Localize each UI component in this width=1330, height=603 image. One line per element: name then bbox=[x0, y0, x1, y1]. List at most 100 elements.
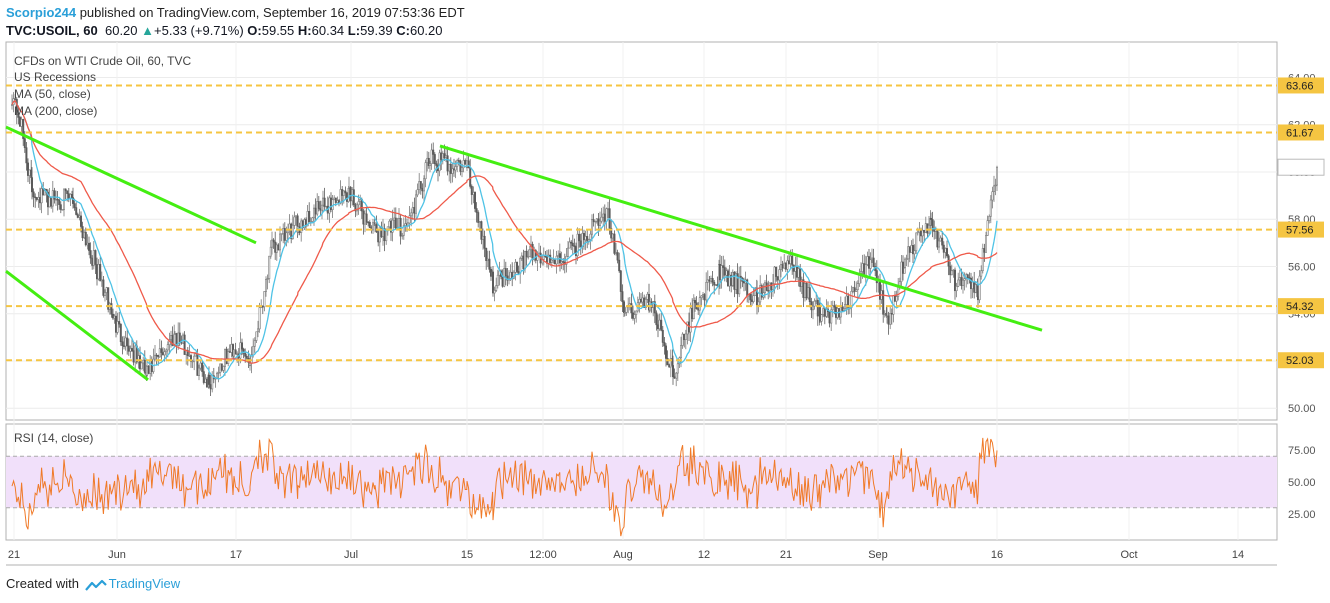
candle-body bbox=[157, 355, 160, 358]
candle-body bbox=[51, 190, 54, 207]
candle-body bbox=[190, 355, 193, 362]
candle-body bbox=[568, 241, 571, 249]
candle-body bbox=[349, 186, 352, 202]
candle-body bbox=[638, 299, 641, 303]
candle-body bbox=[693, 300, 696, 304]
candle-body bbox=[845, 295, 848, 305]
level-price-tag bbox=[1278, 77, 1324, 94]
time-tick-label: Sep bbox=[868, 549, 888, 561]
candle-body bbox=[776, 276, 779, 281]
candle-body bbox=[154, 354, 157, 360]
candle-body bbox=[333, 197, 336, 201]
time-tick-label: Aug bbox=[613, 549, 633, 561]
candle-body bbox=[528, 249, 531, 257]
candle-body bbox=[92, 250, 95, 266]
candle-body bbox=[186, 350, 189, 356]
candle-body bbox=[976, 296, 979, 301]
candle-body bbox=[388, 220, 391, 228]
candle-body bbox=[64, 188, 67, 192]
candle-body bbox=[961, 279, 964, 286]
candle-body bbox=[633, 314, 636, 319]
candle-body bbox=[272, 239, 275, 243]
candle-body bbox=[644, 299, 647, 309]
candle-body bbox=[803, 282, 806, 298]
candle-body bbox=[671, 365, 674, 378]
candle-body bbox=[937, 240, 940, 248]
candle-body bbox=[830, 309, 833, 324]
candle-body bbox=[408, 215, 411, 224]
candle-body bbox=[239, 342, 242, 359]
candle-body bbox=[905, 258, 908, 260]
candle-body bbox=[414, 194, 417, 214]
author-link[interactable]: Scorpio244 bbox=[6, 5, 77, 20]
candle-body bbox=[352, 189, 355, 206]
candle-body bbox=[614, 252, 617, 254]
rsi-tick-label: 25.00 bbox=[1288, 509, 1316, 521]
tradingview-brand[interactable]: TradingView bbox=[108, 576, 181, 591]
candle-body bbox=[984, 235, 987, 253]
candle-body bbox=[467, 160, 470, 169]
candle-body bbox=[263, 291, 266, 308]
candle-body bbox=[196, 353, 199, 376]
time-tick-label: 12 bbox=[698, 549, 710, 561]
candle-body bbox=[291, 224, 294, 240]
candle-body bbox=[308, 211, 311, 223]
candle-body bbox=[991, 191, 994, 201]
time-tick-label: 21 bbox=[8, 549, 20, 561]
candle-body bbox=[733, 271, 736, 290]
candle-body bbox=[960, 277, 963, 286]
close-value: 60.20 bbox=[409, 23, 443, 38]
candle-body bbox=[944, 248, 947, 253]
candle-body bbox=[204, 378, 207, 383]
tradingview-logo-icon bbox=[84, 579, 107, 591]
candle-body bbox=[562, 261, 565, 263]
candle-body bbox=[67, 193, 70, 199]
candle-body bbox=[344, 190, 347, 194]
candle-body bbox=[586, 236, 589, 242]
legend-item: MA (50, close) bbox=[14, 87, 91, 101]
candle-body bbox=[726, 270, 729, 287]
candle-body bbox=[722, 265, 725, 268]
legend-item: MA (200, close) bbox=[14, 104, 97, 118]
candle-body bbox=[673, 376, 676, 379]
candle-body bbox=[989, 199, 992, 217]
candle-body bbox=[779, 264, 782, 270]
candle-body bbox=[941, 237, 944, 246]
candle-body bbox=[432, 149, 435, 155]
candle-body bbox=[174, 333, 177, 335]
candle-body bbox=[347, 186, 350, 189]
candle-body bbox=[509, 271, 512, 279]
candle-body bbox=[786, 260, 789, 270]
price-tick-label: 56.00 bbox=[1288, 261, 1316, 273]
candle-body bbox=[410, 212, 413, 217]
candle-body bbox=[26, 162, 29, 176]
legend-title: CFDs on WTI Crude Oil, 60, TVC bbox=[14, 54, 191, 68]
candle-body bbox=[807, 287, 810, 299]
candle-body bbox=[469, 167, 472, 187]
candle-body bbox=[841, 306, 844, 311]
candle-body bbox=[140, 362, 143, 370]
candle-body bbox=[697, 308, 700, 311]
candle-body bbox=[988, 216, 991, 221]
candle-body bbox=[294, 215, 297, 218]
candle-body bbox=[261, 306, 264, 308]
candle-body bbox=[158, 348, 161, 358]
candle-body bbox=[792, 264, 795, 272]
main-pane-frame bbox=[5, 41, 1278, 421]
candle-body bbox=[473, 192, 476, 209]
candle-body bbox=[228, 351, 231, 353]
candle-body bbox=[23, 138, 26, 148]
candle-body bbox=[339, 189, 342, 204]
candle-body bbox=[115, 315, 118, 333]
candle-body bbox=[578, 233, 581, 242]
candle-body bbox=[789, 255, 792, 264]
candle-body bbox=[320, 204, 323, 211]
candle-body bbox=[606, 208, 609, 210]
candle-body bbox=[219, 363, 222, 373]
candle-body bbox=[992, 185, 995, 192]
candle-body bbox=[986, 220, 989, 236]
candle-body bbox=[924, 223, 927, 233]
candle-body bbox=[907, 246, 910, 260]
high-label: H: bbox=[297, 23, 312, 38]
